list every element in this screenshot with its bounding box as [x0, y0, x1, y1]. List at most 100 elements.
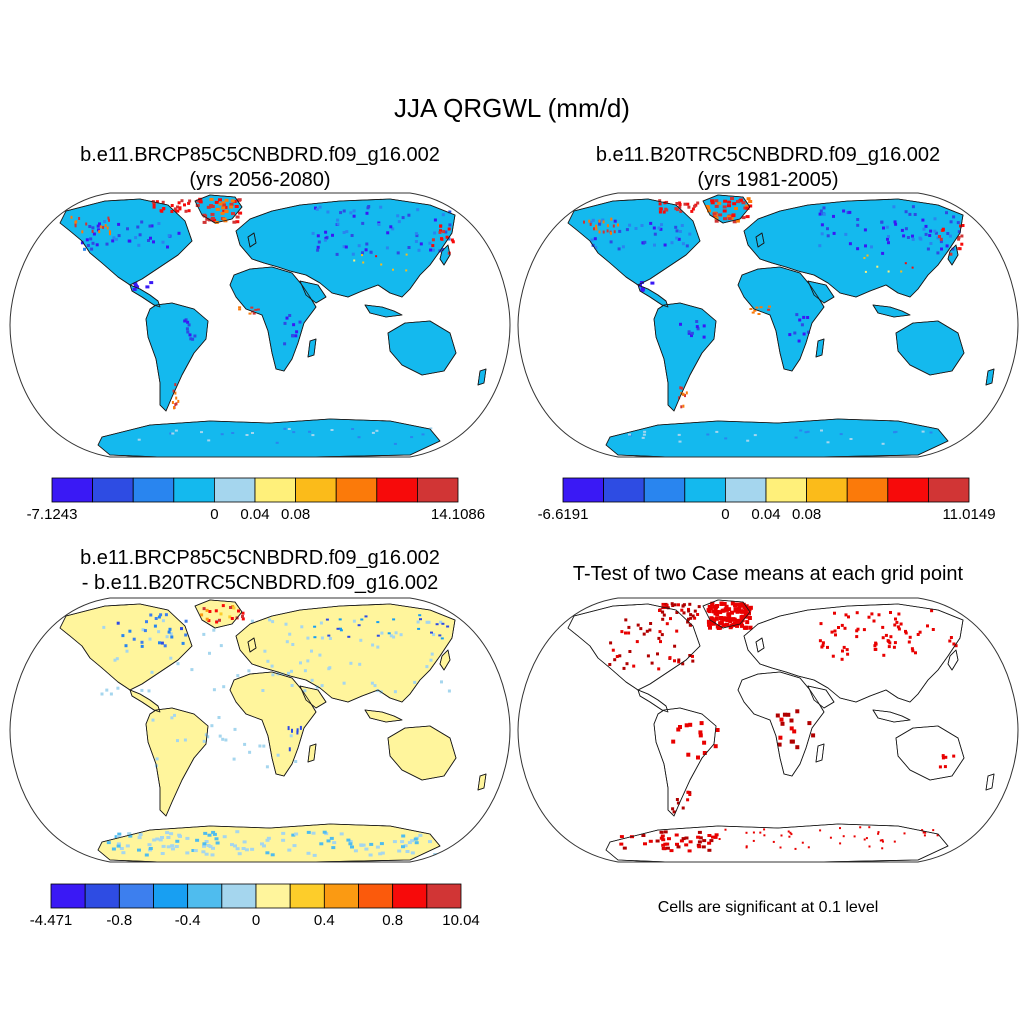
- low-value-cell: [690, 334, 693, 338]
- high-value-cell: [675, 208, 679, 212]
- high-value-cell: [682, 404, 685, 408]
- high-value-cell: [221, 206, 226, 210]
- high-value-cell: [745, 215, 750, 219]
- significant-cell: [713, 744, 718, 749]
- difference-cell: [306, 851, 311, 855]
- high-value-cell: [248, 312, 252, 315]
- coastline-north-america: [567, 198, 701, 286]
- high-value-cell: [104, 224, 107, 228]
- colorbar-panel-2: [562, 477, 970, 503]
- high-value-cell: [958, 247, 962, 251]
- high-value-cell: [682, 392, 685, 396]
- high-value-cell: [887, 270, 890, 273]
- difference-cell: [211, 846, 215, 850]
- high-value-cell: [431, 238, 435, 242]
- low-value-cell: [617, 247, 621, 251]
- low-value-cell: [687, 330, 691, 334]
- difference-cell: [102, 625, 106, 629]
- significant-cell: [711, 835, 715, 839]
- high-value-cell: [206, 205, 211, 209]
- low-value-cell: [625, 228, 629, 232]
- significant-cell: [698, 730, 703, 735]
- high-value-cell: [174, 383, 177, 387]
- difference-cell: [158, 641, 161, 645]
- significant-cell: [715, 624, 720, 629]
- coastline-north-america: [59, 198, 193, 286]
- low-value-cell: [820, 232, 824, 236]
- difference-cell: [193, 849, 198, 853]
- high-value-cell: [939, 237, 943, 241]
- significant-cell: [713, 611, 718, 616]
- low-value-cell: [663, 243, 667, 247]
- low-value-cell: [929, 242, 933, 245]
- significant-cell: [893, 840, 896, 843]
- significant-cell: [676, 801, 680, 805]
- low-value-cell: [590, 238, 594, 242]
- high-value-cell: [209, 197, 214, 201]
- significant-cell: [715, 604, 720, 608]
- difference-cell: [116, 844, 121, 848]
- significant-cell: [620, 630, 624, 634]
- high-value-cell: [209, 204, 214, 208]
- difference-cell: [405, 850, 410, 853]
- difference-cell: [166, 836, 171, 839]
- high-value-cell: [109, 232, 111, 236]
- significant-cell: [737, 605, 742, 610]
- low-value-cell: [675, 236, 679, 240]
- significant-cell: [731, 623, 736, 627]
- panel-4-title: T-Test of two Case means at each grid po…: [572, 563, 964, 585]
- significant-cell: [949, 636, 953, 639]
- colorbar-box: [724, 477, 767, 503]
- panel-2-title: b.e11.B20TRC5CNBDRD.f09_g16.002 (yrs 198…: [518, 143, 1018, 193]
- significant-cell: [904, 631, 908, 635]
- low-value-cell: [331, 233, 334, 237]
- low-value-cell: [441, 213, 445, 217]
- significant-cell: [742, 605, 747, 610]
- significant-cell: [948, 639, 952, 643]
- high-value-cell: [405, 253, 408, 256]
- significant-cell: [619, 835, 624, 839]
- panel-2-title-line2: (yrs 1981-2005): [697, 169, 839, 191]
- significant-cell: [669, 849, 674, 853]
- difference-cell: [266, 659, 270, 663]
- coastline-new-zealand: [985, 368, 995, 386]
- high-value-cell: [727, 200, 732, 204]
- high-value-cell: [188, 199, 192, 203]
- significance-note: Cells are significant at 0.1 level: [657, 899, 879, 916]
- significant-cell: [707, 604, 712, 609]
- significant-cell: [681, 662, 685, 666]
- high-value-cell: [205, 217, 210, 221]
- significant-cell: [675, 798, 679, 801]
- high-value-cell: [202, 220, 207, 224]
- low-value-cell: [311, 231, 315, 235]
- significant-cell: [887, 645, 891, 649]
- significant-cell: [904, 629, 907, 633]
- low-value-cell: [589, 220, 593, 224]
- difference-cell: [221, 604, 225, 608]
- low-value-cell: [649, 221, 653, 225]
- high-value-cell: [198, 200, 203, 204]
- difference-cell: [242, 840, 247, 844]
- low-value-cell: [849, 438, 853, 440]
- low-value-cell: [593, 237, 597, 241]
- high-value-cell: [232, 220, 237, 224]
- difference-cell: [117, 832, 122, 836]
- difference-cell: [380, 851, 385, 855]
- significant-cell: [739, 602, 744, 607]
- significant-cell: [622, 666, 626, 670]
- difference-cell: [400, 840, 405, 844]
- high-value-cell: [662, 210, 666, 214]
- low-value-cell: [251, 432, 254, 434]
- difference-cell: [299, 725, 302, 730]
- high-value-cell: [723, 199, 728, 203]
- difference-cell: [144, 853, 149, 857]
- significant-cell: [870, 612, 874, 616]
- difference-cell: [203, 831, 208, 835]
- colorbar-tick-label: -0.4: [174, 912, 201, 929]
- difference-cell: [105, 688, 109, 692]
- difference-cell: [150, 670, 154, 674]
- low-value-cell: [92, 232, 96, 236]
- colorbar-box: [213, 477, 256, 503]
- difference-cell: [446, 625, 450, 628]
- significant-cell: [724, 828, 727, 831]
